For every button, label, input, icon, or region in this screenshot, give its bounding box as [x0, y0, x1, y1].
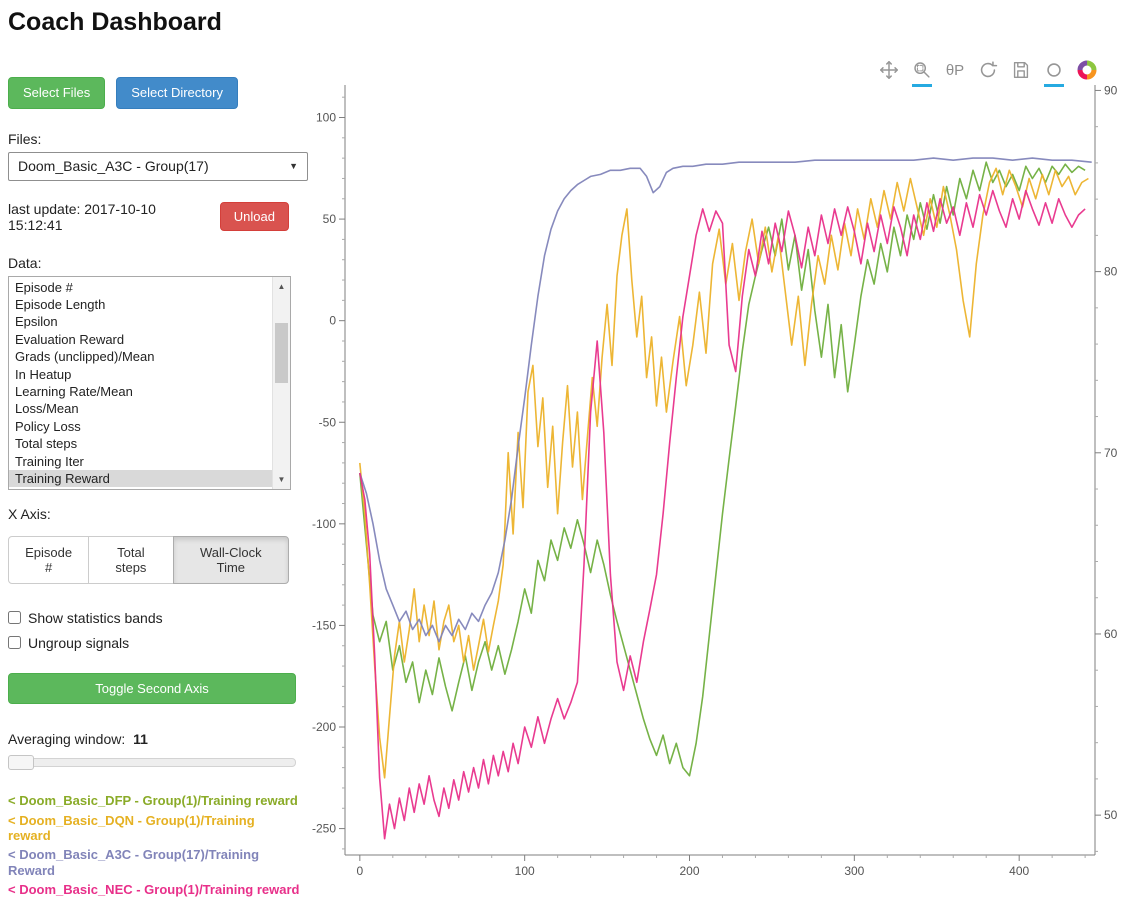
- data-list-item[interactable]: In Heatup: [15, 366, 72, 382]
- svg-text:400: 400: [1009, 864, 1029, 878]
- legend-item[interactable]: < Doom_Basic_A3C - Group(17)/Training Re…: [8, 847, 260, 878]
- chart[interactable]: 100 50 0 -50 -100 -150 -200 -250 90 80 70 60 50 0 100 2…: [297, 0, 1142, 881]
- toggle-second-axis-button[interactable]: Toggle Second Axis: [8, 672, 296, 705]
- svg-text:200: 200: [679, 864, 699, 878]
- averaging-window-label: Averaging window:: [8, 731, 126, 748]
- svg-text:90: 90: [1104, 83, 1118, 97]
- unload-button[interactable]: Unload: [219, 201, 289, 232]
- slider-handle[interactable]: [8, 755, 34, 771]
- files-label: Files:: [8, 130, 42, 147]
- data-list-item[interactable]: Training Reward: [9, 470, 273, 488]
- svg-text:-100: -100: [312, 517, 336, 531]
- data-list-item[interactable]: Policy Loss: [15, 418, 81, 434]
- legend-item[interactable]: < Doom_Basic_DQN - Group(1)/Training rew…: [8, 812, 255, 843]
- files-dropdown-value: Doom_Basic_A3C - Group(17): [18, 158, 209, 175]
- svg-text:100: 100: [316, 111, 336, 125]
- scrollbar-thumb[interactable]: [275, 322, 288, 383]
- data-list-item[interactable]: Total steps: [15, 436, 78, 452]
- x-axis-label: X Axis:: [8, 505, 51, 522]
- data-list-item[interactable]: Learning Rate/Mean: [15, 384, 133, 400]
- x-axis-toggle-group: Episode # Total steps Wall-Clock Time: [8, 535, 289, 584]
- bokeh-logo-icon[interactable]: [1074, 57, 1100, 83]
- page-title: Coach Dashboard: [8, 8, 222, 36]
- checkbox[interactable]: [8, 636, 21, 650]
- data-list: Episode # Episode Length Epsilon Evaluation…: [9, 279, 273, 488]
- data-list-item[interactable]: Episode Length: [15, 297, 106, 312]
- data-listbox[interactable]: Episode # Episode Length Epsilon Evaluation…: [8, 275, 291, 490]
- svg-text:50: 50: [323, 212, 337, 226]
- wheel-zoom-icon[interactable]: θP: [945, 61, 965, 79]
- reset-icon[interactable]: [975, 57, 1001, 83]
- checkbox-label: Ungroup signals: [28, 634, 130, 651]
- x-axis-option-button[interactable]: Wall-Clock Time: [172, 535, 289, 584]
- plot-toolbar: θP: [876, 57, 1100, 87]
- checkbox-row[interactable]: Ungroup signals: [8, 635, 289, 651]
- file-buttons-row: Select Files Select Directory: [8, 77, 289, 109]
- checkbox-row[interactable]: Show statistics bands: [8, 610, 289, 626]
- svg-text:100: 100: [515, 864, 535, 878]
- files-dropdown[interactable]: Doom_Basic_A3C - Group(17) ▼: [8, 151, 308, 181]
- legend-item[interactable]: < Doom_Basic_NEC - Group(1)/Training rew…: [8, 881, 300, 897]
- averaging-window-value: 11: [133, 731, 148, 748]
- averaging-window-slider[interactable]: [8, 755, 296, 771]
- data-list-item[interactable]: Evaluation Reward: [15, 331, 125, 347]
- svg-text:0: 0: [356, 864, 363, 878]
- data-label: Data:: [8, 254, 42, 271]
- chevron-down-icon: ▼: [289, 161, 298, 172]
- svg-text:-250: -250: [312, 822, 336, 836]
- scroll-up-icon[interactable]: ▲: [277, 281, 286, 291]
- scrollbar[interactable]: ▲ ▼: [272, 276, 290, 489]
- x-axis-option-button[interactable]: Total steps: [88, 535, 174, 584]
- select-files-button[interactable]: Select Files: [8, 77, 106, 109]
- checkbox[interactable]: [8, 611, 21, 625]
- svg-text:300: 300: [844, 864, 864, 878]
- data-list-item[interactable]: Loss/Mean: [15, 401, 79, 417]
- svg-text:80: 80: [1104, 265, 1118, 279]
- data-list-item[interactable]: Training Iter: [15, 453, 84, 469]
- svg-text:-200: -200: [312, 720, 336, 734]
- checkbox-label: Show statistics bands: [28, 609, 163, 626]
- legend-item[interactable]: < Doom_Basic_DFP - Group(1)/Training rew…: [8, 793, 298, 809]
- averaging-window-row: Averaging window: 11: [8, 731, 289, 747]
- svg-text:70: 70: [1104, 446, 1118, 460]
- select-directory-button[interactable]: Select Directory: [116, 77, 238, 109]
- hover-icon[interactable]: [1041, 57, 1067, 87]
- data-list-item[interactable]: Episode #: [15, 279, 73, 295]
- svg-text:60: 60: [1104, 627, 1118, 641]
- last-update-text: last update: 2017-10-10 15:12:41: [8, 200, 156, 233]
- sidebar: Coach Dashboard Select Files Select Dire…: [0, 0, 308, 897]
- save-icon[interactable]: [1008, 57, 1034, 83]
- legend: < Doom_Basic_DFP - Group(1)/Training rew…: [8, 793, 299, 897]
- x-axis-option-button[interactable]: Episode #: [8, 535, 90, 584]
- checkbox-group: Show statistics bands Ungroup signals: [8, 610, 289, 651]
- data-list-item[interactable]: Grads (unclipped)/Mean: [15, 349, 155, 365]
- pan-icon[interactable]: [876, 57, 902, 83]
- last-update-row: last update: 2017-10-10 15:12:41 Unload: [8, 201, 289, 233]
- plot-panel: θP 100 50: [297, 0, 1142, 881]
- svg-text:-50: -50: [319, 415, 337, 429]
- svg-text:-150: -150: [312, 618, 336, 632]
- svg-text:0: 0: [329, 314, 336, 328]
- svg-text:50: 50: [1104, 808, 1118, 822]
- scroll-down-icon[interactable]: ▼: [277, 474, 286, 484]
- data-list-item[interactable]: Epsilon: [15, 314, 58, 330]
- box-zoom-icon[interactable]: [909, 57, 935, 87]
